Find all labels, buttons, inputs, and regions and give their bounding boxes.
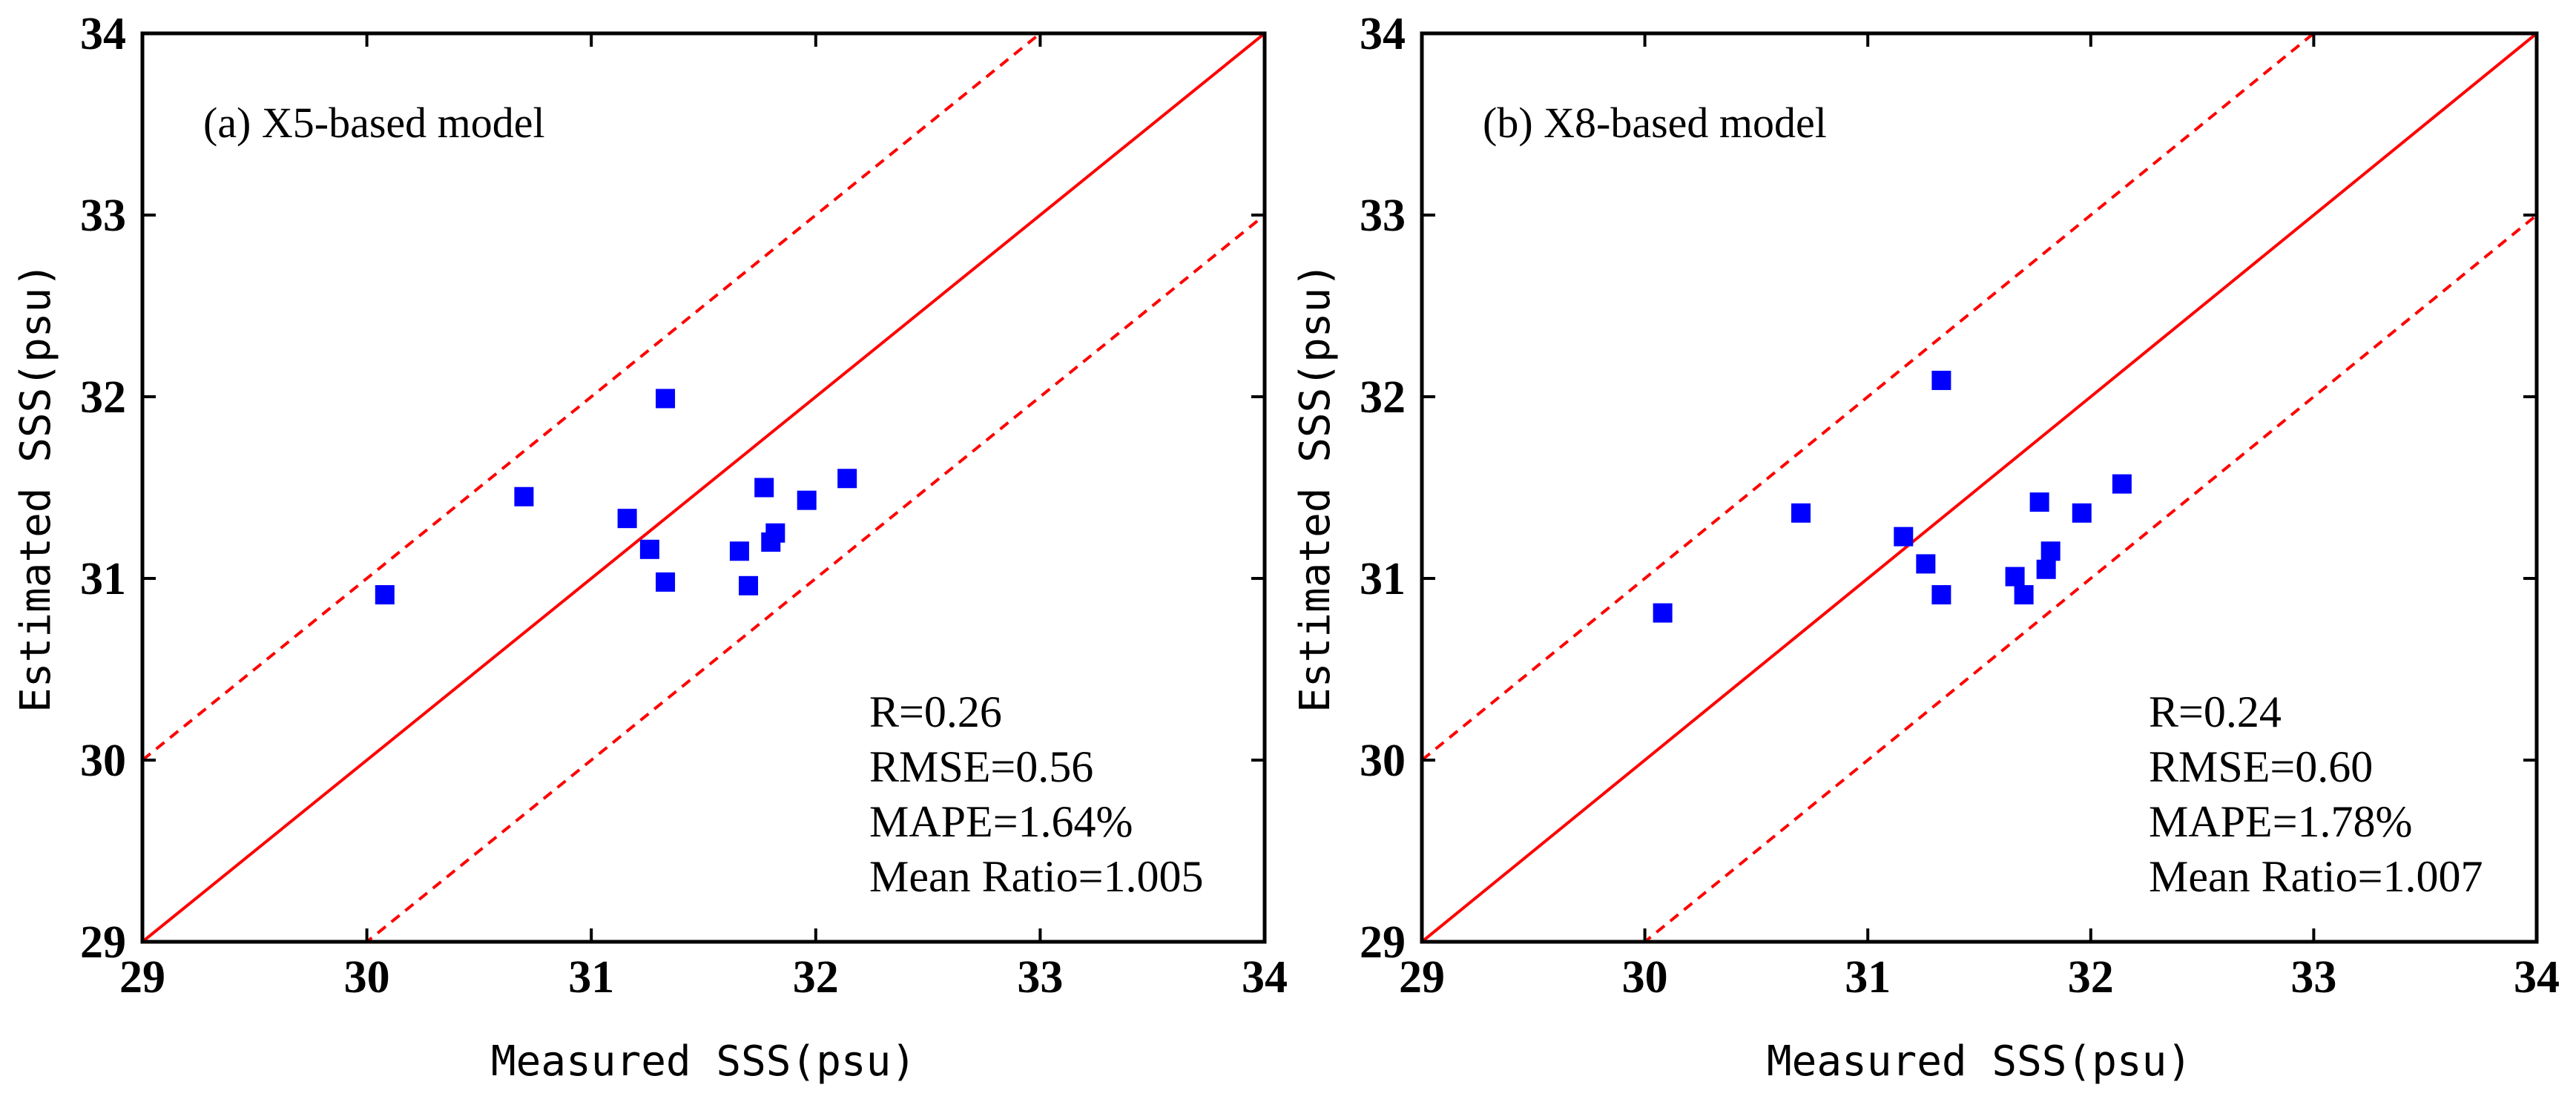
data-point	[837, 469, 857, 489]
y-tick-label: 33	[80, 191, 126, 241]
y-tick-label: 30	[1360, 736, 1406, 786]
x-tick-label: 29	[1399, 952, 1445, 1003]
data-point	[1894, 527, 1914, 547]
y-tick-label: 29	[1360, 917, 1406, 968]
lower-offset-line	[364, 214, 1265, 942]
data-point	[639, 539, 659, 559]
y-tick-label: 34	[1360, 9, 1406, 59]
data-point	[617, 509, 637, 529]
data-point	[656, 572, 676, 592]
x-tick-label: 31	[568, 952, 614, 1003]
stat-line: MAPE=1.78%	[2149, 797, 2413, 846]
one-to-one-line	[142, 33, 1265, 942]
y-tick-label: 33	[1360, 191, 1406, 241]
lower-offset-line	[1642, 214, 2537, 942]
stat-line: RMSE=0.56	[869, 742, 1093, 791]
x-tick-label: 32	[2068, 952, 2114, 1003]
data-point	[2072, 503, 2092, 523]
reference-lines	[142, 33, 1265, 942]
panel-title: (a) X5-based model	[203, 99, 545, 147]
stat-line: MAPE=1.64%	[869, 797, 1133, 846]
y-axis-label: Estimated SSS(psu)	[1291, 263, 1340, 713]
data-point	[739, 575, 759, 595]
x-tick-label: 33	[1017, 952, 1063, 1003]
y-tick-label: 32	[80, 372, 126, 423]
y-tick-label: 31	[80, 554, 126, 604]
data-point	[2036, 559, 2056, 579]
x-tick-label: 34	[1242, 952, 1288, 1003]
reference-lines	[1422, 33, 2537, 942]
data-point	[2112, 474, 2132, 494]
data-point	[375, 585, 395, 605]
stat-line: RMSE=0.60	[2149, 742, 2373, 791]
data-point	[1931, 585, 1951, 605]
data-point	[514, 486, 534, 506]
data-point	[1916, 554, 1936, 574]
data-point	[765, 523, 785, 543]
plot-frame	[1420, 31, 2539, 944]
y-tick-label: 34	[80, 9, 126, 59]
x-tick-label: 30	[1622, 952, 1668, 1003]
data-point	[2014, 585, 2034, 605]
stat-line: Mean Ratio=1.005	[869, 852, 1203, 901]
x-tick-label: 31	[1845, 952, 1891, 1003]
data-point	[1931, 370, 1951, 390]
upper-offset-line	[1422, 33, 2316, 762]
one-to-one-line	[1422, 33, 2537, 942]
data-point	[656, 389, 676, 409]
data-points	[1653, 370, 2132, 623]
x-tick-label: 32	[793, 952, 839, 1003]
x-axis-label: Measured SSS(psu)	[491, 1037, 916, 1086]
panel-title: (b) X8-based model	[1483, 99, 1827, 147]
data-point	[2005, 567, 2025, 587]
x-axis-label: Measured SSS(psu)	[1767, 1037, 2192, 1086]
data-points	[375, 389, 857, 605]
y-tick-label: 31	[1360, 554, 1406, 604]
y-tick-label: 29	[80, 917, 126, 968]
data-point	[2040, 541, 2061, 561]
scatter-panel-b: 29 30 31 32 33 34 29 30 31 32 33 34 Measured SSS(psu…	[1291, 9, 2560, 1086]
x-tick-label: 29	[119, 952, 165, 1003]
y-tick-label: 32	[1360, 372, 1406, 423]
y-axis-label: Estimated SSS(psu)	[12, 263, 60, 713]
plot-frame	[140, 31, 1267, 944]
stat-line: Mean Ratio=1.007	[2149, 852, 2483, 901]
data-point	[1791, 503, 1811, 523]
scatter-panel-a: 29 30 31 32 33 34 29 30 31 32 33 34 Measured SSS(psu…	[12, 9, 1288, 1086]
upper-offset-line	[142, 33, 1043, 762]
data-point	[754, 478, 774, 498]
stat-line: R=0.26	[869, 687, 1002, 736]
stat-line: R=0.24	[2149, 687, 2282, 736]
x-tick-label: 34	[2514, 952, 2560, 1003]
data-point	[729, 541, 749, 561]
x-tick-label: 30	[344, 952, 390, 1003]
x-tick-label: 33	[2290, 952, 2336, 1003]
data-point	[797, 490, 817, 510]
data-point	[2029, 492, 2049, 512]
data-point	[1653, 603, 1673, 623]
y-tick-label: 30	[80, 736, 126, 786]
